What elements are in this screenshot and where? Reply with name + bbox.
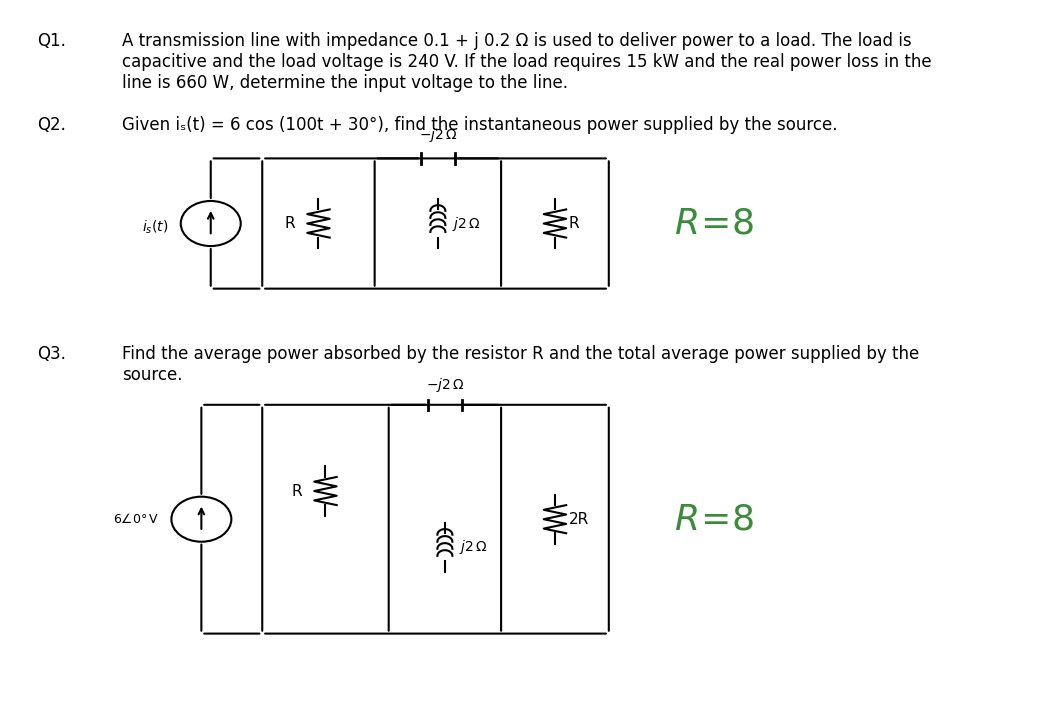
Text: R: R: [285, 216, 295, 231]
Text: $R\!=\!8$: $R\!=\!8$: [675, 206, 755, 241]
Text: A transmission line with impedance 0.1 + j 0.2 Ω is used to deliver power to a l: A transmission line with impedance 0.1 +…: [122, 32, 912, 50]
Text: $j2\,\Omega$: $j2\,\Omega$: [459, 539, 487, 556]
Text: Q3.: Q3.: [38, 345, 67, 363]
Text: source.: source.: [122, 366, 183, 384]
Text: $i_s(t)$: $i_s(t)$: [142, 218, 169, 236]
Text: Q2.: Q2.: [38, 116, 67, 134]
Text: $j2\,\Omega$: $j2\,\Omega$: [452, 215, 481, 232]
Text: Find the average power absorbed by the resistor R and the total average power su: Find the average power absorbed by the r…: [122, 345, 919, 363]
Text: $R\!=\!8$: $R\!=\!8$: [675, 502, 755, 536]
Text: $-j2\,\Omega$: $-j2\,\Omega$: [418, 126, 457, 144]
Text: $-j2\,\Omega$: $-j2\,\Omega$: [426, 376, 464, 394]
Text: capacitive and the load voltage is 240 V. If the load requires 15 kW and the rea: capacitive and the load voltage is 240 V…: [122, 53, 931, 71]
Text: line is 660 W, determine the input voltage to the line.: line is 660 W, determine the input volta…: [122, 74, 567, 92]
Text: $6\angle 0°\,\mathrm{V}$: $6\angle 0°\,\mathrm{V}$: [114, 513, 160, 526]
Text: Given iₛ(t) = 6 cos (100t + 30°), find the instantaneous power supplied by the s: Given iₛ(t) = 6 cos (100t + 30°), find t…: [122, 116, 838, 134]
Text: 2R: 2R: [569, 512, 589, 527]
Text: Q1.: Q1.: [38, 32, 67, 50]
Text: R: R: [291, 484, 302, 498]
Text: R: R: [569, 216, 580, 231]
